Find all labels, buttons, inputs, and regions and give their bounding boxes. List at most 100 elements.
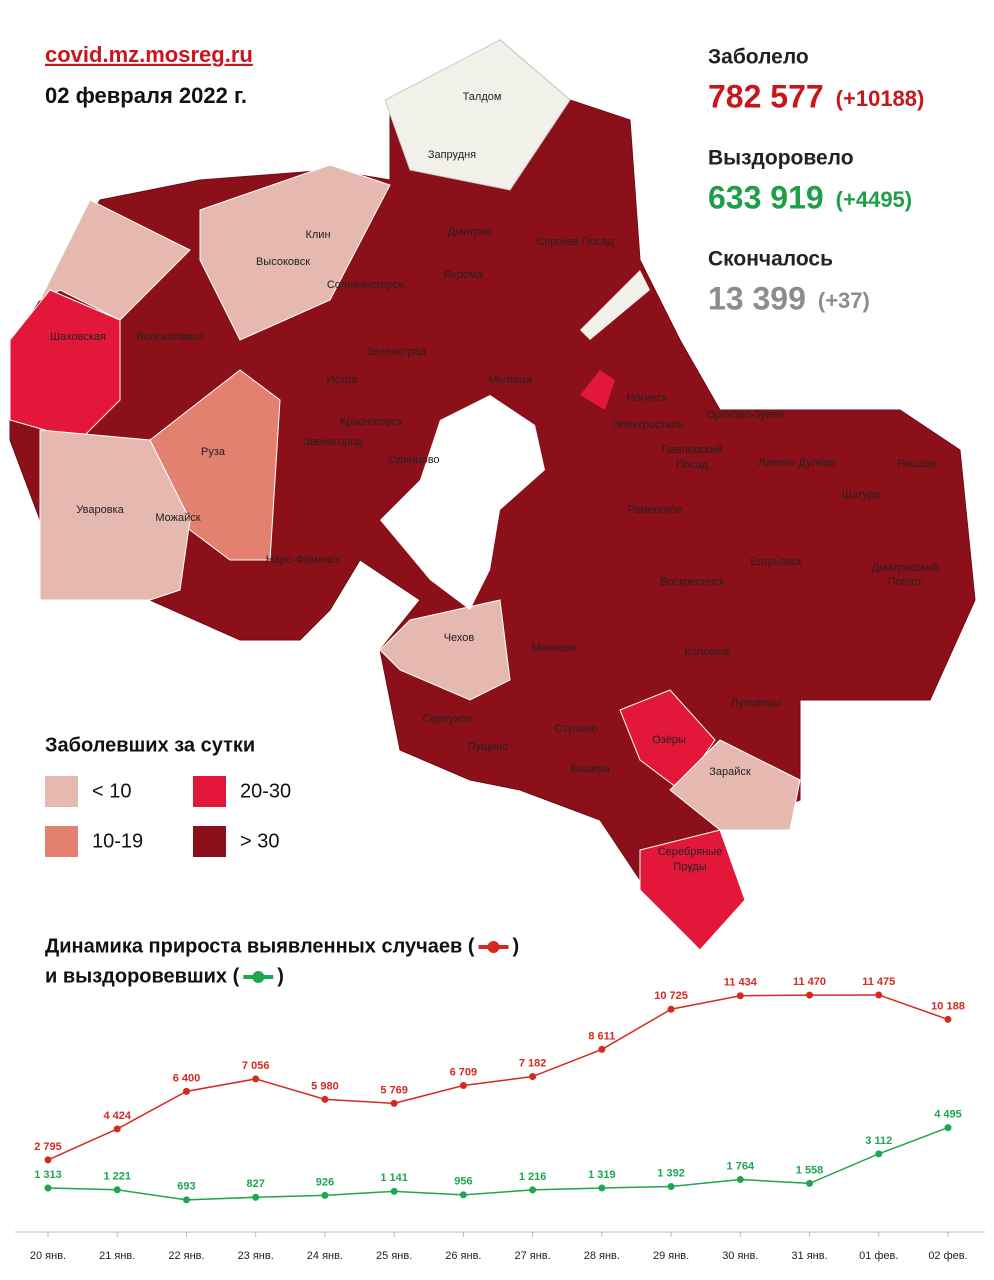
legend-label: 20-30 xyxy=(240,780,291,802)
legend-swatch xyxy=(193,776,226,807)
region xyxy=(669,739,801,831)
region xyxy=(580,370,615,410)
stats: Заболело 782 577 (+10188) Выздоровело 633 91… xyxy=(708,46,924,317)
map-label: Пущино xyxy=(468,741,509,753)
x-tick-label: 01 фев. xyxy=(859,1250,898,1262)
value-label: 6 400 xyxy=(173,1072,201,1084)
map-label: Погост xyxy=(888,576,922,588)
legend-label: < 10 xyxy=(92,780,131,802)
chart-title-paren: ) xyxy=(513,935,520,957)
value-label: 1 764 xyxy=(727,1160,755,1172)
point xyxy=(944,1124,952,1132)
legend-swatch xyxy=(193,826,226,857)
stat-change: (+4495) xyxy=(836,187,912,212)
x-tick-label: 22 янв. xyxy=(168,1250,204,1262)
point xyxy=(252,1075,260,1083)
map-label: Звенигород xyxy=(303,436,363,448)
map-label: Зеленоград xyxy=(366,346,426,358)
value-label: 10 188 xyxy=(931,1000,965,1012)
chart-title-paren: ) xyxy=(277,965,284,987)
legend-marker xyxy=(252,971,265,983)
map-label: Дмитровский xyxy=(872,562,939,574)
point xyxy=(182,1087,190,1095)
site: covid.mz.mosreg.ru xyxy=(45,42,253,67)
value-label: 11 470 xyxy=(793,976,826,988)
value-label: 926 xyxy=(316,1176,334,1188)
x-tick-label: 25 янв. xyxy=(376,1250,412,1262)
map-label: Раменское xyxy=(627,504,683,516)
map-label: Шаховская xyxy=(50,331,106,343)
map-label: Зарайск xyxy=(709,766,751,778)
x-tick-label: 29 янв. xyxy=(653,1250,689,1262)
value-label: 11 475 xyxy=(862,976,895,988)
value-label: 5 980 xyxy=(311,1080,339,1092)
point xyxy=(44,1156,52,1164)
point xyxy=(113,1186,121,1194)
map xyxy=(9,39,976,951)
region xyxy=(639,829,746,951)
map-label: Солнечногорск xyxy=(327,279,403,291)
chart-subtitle: и выздоровевших ( xyxy=(45,965,240,987)
date: 02 февраля 2022 г. xyxy=(45,83,247,108)
stat-change: (+37) xyxy=(818,288,870,313)
x-tick-label: 21 янв. xyxy=(99,1250,135,1262)
stat-value: 782 577 xyxy=(708,78,824,114)
value-label: 10 725 xyxy=(654,990,688,1002)
map-label: Воскресенск xyxy=(660,576,724,588)
value-label: 1 216 xyxy=(519,1171,547,1183)
map-label: Яхрома xyxy=(443,269,483,281)
legend-label: > 30 xyxy=(240,830,279,852)
map-labels: Талдом Запрудня Клин Высоковск Дмитров Сергие… xyxy=(50,91,938,873)
map-label: Мытищи xyxy=(488,374,531,386)
legend-label: 10-19 xyxy=(92,830,143,852)
value-label: 7 182 xyxy=(519,1057,547,1069)
point xyxy=(529,1073,537,1081)
map-label: Кашира xyxy=(570,763,611,775)
region xyxy=(38,199,191,321)
point xyxy=(390,1187,398,1195)
value-label: 1 558 xyxy=(796,1164,824,1176)
stat-label: Скончалось xyxy=(708,248,833,271)
point xyxy=(459,1191,467,1199)
point xyxy=(182,1196,190,1204)
x-tick-label: 20 янв. xyxy=(30,1250,66,1262)
map-label: Талдом xyxy=(463,91,502,103)
value-label: 3 112 xyxy=(865,1135,892,1147)
point xyxy=(252,1193,260,1201)
map-label: Истра xyxy=(327,374,359,386)
map-label: Орехово-Зуево xyxy=(706,409,784,421)
map-label: Чехов xyxy=(444,632,475,644)
region xyxy=(9,289,121,441)
point xyxy=(736,992,744,1000)
legend: < 10 20-30 10-19 > 30 xyxy=(45,776,291,857)
map-label: Уваровка xyxy=(76,504,124,516)
point xyxy=(113,1125,121,1133)
point xyxy=(321,1191,329,1199)
stat-label: Выздоровело xyxy=(708,147,854,170)
map-label: Высоковск xyxy=(256,256,310,268)
point xyxy=(736,1175,744,1183)
map-label: Запрудня xyxy=(428,149,476,161)
value-label: 827 xyxy=(247,1178,265,1190)
value-label: 5 769 xyxy=(380,1084,408,1096)
map-label: Волоколамск xyxy=(136,331,203,343)
map-label: Луховицы xyxy=(731,697,782,709)
point xyxy=(321,1095,329,1103)
stat-value: 13 399 xyxy=(708,280,806,316)
x-tick-label: 02 фев. xyxy=(928,1250,967,1262)
region xyxy=(384,39,571,191)
point xyxy=(806,1179,814,1187)
value-label: 1 392 xyxy=(657,1167,685,1179)
x-tick-label: 28 янв. xyxy=(584,1250,620,1262)
map-label: Ликино-Дулёво xyxy=(758,457,836,469)
map-label: Ступино xyxy=(555,723,598,735)
moscow xyxy=(380,395,545,610)
map-label: Серебряные xyxy=(658,846,723,858)
point xyxy=(598,1045,606,1053)
map-label: Павловский xyxy=(662,444,723,456)
value-label: 2 795 xyxy=(34,1141,62,1153)
stat-value: 633 919 xyxy=(708,179,824,215)
point xyxy=(875,1150,883,1158)
map-label: Пруды xyxy=(673,861,706,873)
point xyxy=(875,991,883,999)
